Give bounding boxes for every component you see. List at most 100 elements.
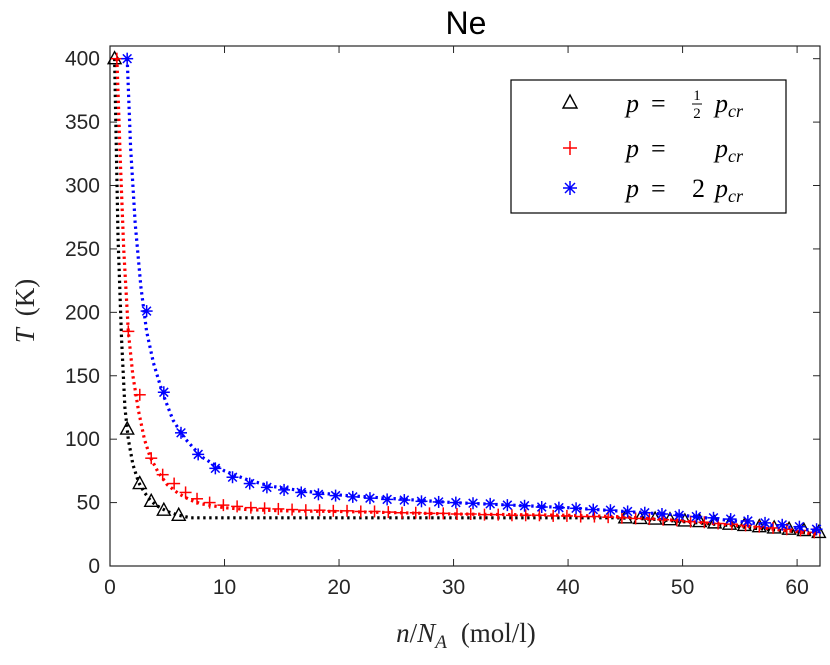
marker-plus [327, 504, 340, 517]
marker-asterisk [260, 481, 273, 494]
marker-plus [423, 507, 436, 520]
series-double-pcr [121, 52, 823, 536]
marker-asterisk [449, 496, 462, 509]
marker-triangle [632, 509, 648, 525]
marker-asterisk [690, 510, 703, 523]
marker-asterisk [673, 509, 686, 522]
plot-area-border [109, 45, 821, 567]
marker-asterisk [552, 501, 565, 514]
x-tick-label: 10 [213, 576, 236, 599]
marker-asterisk [604, 504, 617, 517]
marker-plus [698, 516, 711, 529]
marker-plus [313, 504, 326, 517]
marker-asterisk [638, 506, 651, 519]
legend-full-sub: cr [728, 146, 744, 166]
marker-plus [217, 499, 230, 512]
marker-plus [560, 509, 573, 522]
marker-plus [588, 510, 601, 523]
legend-half-num: 1 [693, 88, 701, 104]
marker-plus [272, 502, 285, 515]
marker-triangle [811, 523, 827, 539]
x-tick-label: 20 [327, 576, 350, 599]
legend-entry-double: p = 2 pcr [563, 174, 744, 206]
legend-half-eq: = [651, 89, 666, 118]
legend-double-coef: 2 [692, 174, 705, 203]
chart-title: Ne [446, 5, 487, 41]
marker-plus [110, 52, 123, 65]
marker-plus [450, 508, 463, 520]
marker-triangle [132, 475, 148, 490]
marker-plus [299, 504, 312, 517]
x-tick-label: 30 [442, 576, 465, 599]
marker-plus [258, 502, 271, 515]
marker-plus [191, 492, 204, 505]
marker-asterisk [157, 386, 170, 399]
legend-entry-full: p = pcr [563, 134, 744, 166]
marker-triangle [119, 420, 135, 435]
marker-plus [505, 509, 518, 522]
y-axis-ticks: 0 50 100 150 200 250 300 350 400 [65, 48, 820, 578]
marker-plus [145, 452, 158, 465]
marker-asterisk [346, 490, 359, 503]
y-tick-label: 0 [88, 555, 100, 578]
y-tick-label: 400 [65, 48, 100, 71]
x-label-A: A [433, 632, 447, 653]
series-pcr [110, 52, 821, 539]
legend-half-p: p [624, 89, 639, 118]
marker-asterisk [415, 495, 428, 508]
svg-text:p = pcr: p = pcr [624, 134, 744, 166]
marker-plus [203, 496, 216, 509]
series-line-half-pcr [113, 58, 821, 536]
marker-plus [168, 477, 181, 490]
marker-asterisk [467, 497, 480, 510]
legend-double-pcr: p [713, 174, 728, 203]
legend-marker-triangle [561, 93, 579, 109]
marker-asterisk [363, 492, 376, 505]
marker-triangle [106, 50, 123, 65]
marker-plus [615, 511, 628, 524]
y-tick-label: 200 [65, 301, 100, 324]
legend-full-pcr: p [713, 134, 728, 163]
marker-plus [156, 468, 169, 481]
marker-asterisk [140, 305, 153, 318]
x-label-slash: / [410, 618, 418, 648]
marker-plus [547, 509, 560, 522]
marker-triangle [143, 492, 159, 508]
marker-plus [396, 506, 409, 519]
marker-plus [179, 486, 192, 499]
series-layer [106, 50, 827, 539]
marker-asterisk [587, 503, 600, 516]
marker-asterisk [518, 499, 531, 512]
marker-asterisk [312, 488, 325, 501]
legend-box [510, 79, 787, 214]
x-axis-label: n/NA (mol/l) [396, 618, 536, 653]
marker-asterisk [243, 477, 256, 490]
y-label-T: T [10, 326, 40, 343]
legend-half-sub: cr [728, 101, 744, 121]
x-tick-label: 50 [671, 576, 694, 599]
marker-asterisk [121, 52, 134, 65]
x-tick-label: 0 [104, 576, 116, 599]
legend-marker-asterisk [563, 181, 577, 195]
marker-asterisk [432, 495, 445, 508]
marker-asterisk [192, 448, 205, 461]
marker-asterisk [398, 494, 411, 507]
marker-asterisk [621, 505, 634, 518]
x-label-n: n [396, 618, 410, 648]
legend-half-pcr: p [713, 89, 728, 118]
y-tick-label: 150 [65, 365, 100, 388]
series-line-double-pcr [125, 58, 821, 534]
x-tick-label: 40 [556, 576, 579, 599]
marker-asterisk [484, 497, 497, 510]
marker-asterisk [535, 501, 548, 514]
marker-asterisk [278, 483, 291, 496]
y-axis-label: T (K) [10, 279, 40, 344]
y-tick-label: 350 [65, 111, 100, 134]
marker-plus [368, 505, 381, 518]
legend-half-den: 2 [693, 106, 701, 122]
y-tick-label: 250 [65, 238, 100, 261]
marker-plus [492, 508, 505, 521]
marker-plus [354, 505, 367, 518]
